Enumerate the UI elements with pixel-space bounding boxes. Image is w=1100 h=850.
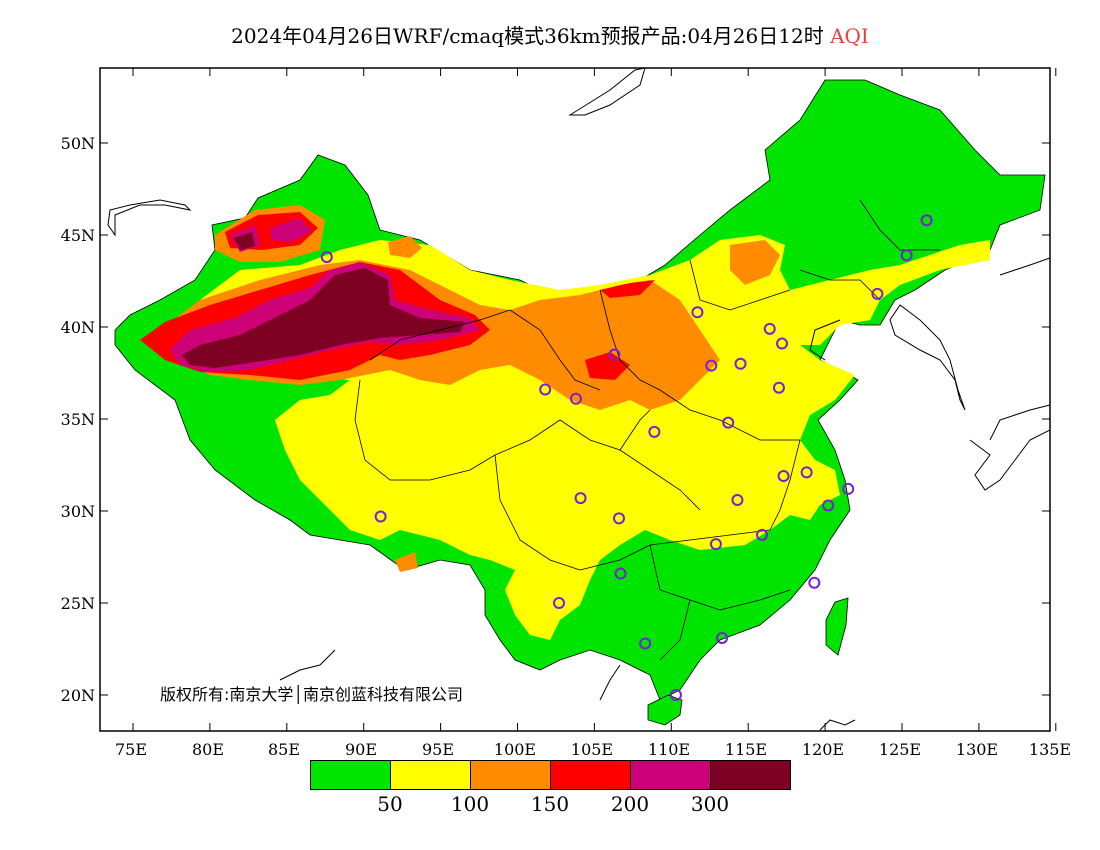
taiwan-island [825,597,849,656]
station-marker [669,689,682,701]
station-marker [639,637,652,650]
station-marker [756,528,769,541]
station-marker [800,466,813,479]
monitoring-stations [320,214,933,701]
station-marker [734,357,747,370]
map-title: 2024年04月26日WRF/cmaq模式36km预报产品:04月26日12时 … [0,20,1100,49]
lon-label-100e: 100E [493,740,537,759]
legend-swatch-1 [390,760,471,790]
station-marker [320,251,333,264]
lat-label-35n: 35N [60,410,95,429]
lon-label-125e: 125E [878,740,922,759]
station-marker [808,576,821,589]
region-unhealthy-north [600,280,655,298]
lon-label-120e: 120E [801,740,845,759]
region-hazardous-northwest [234,232,255,250]
station-marker [716,631,729,644]
station-marker [920,214,933,227]
map-frame [99,67,1051,732]
station-marker [722,416,735,429]
lat-label-50n: 50N [60,134,95,153]
station-marker [871,287,884,300]
aqi-color-legend [310,760,792,792]
station-marker [614,567,627,580]
station-marker [763,322,776,335]
region-unhealthy-sensitive-tibet [388,236,422,258]
copyright-notice: 版权所有:南京大学│南京创蓝科技有限公司 [160,685,464,704]
region-unhealthy-sensitive-south [395,552,418,572]
station-marker [709,538,722,551]
lon-label-75e: 75E [114,740,148,759]
title-variable: AQI [830,24,869,48]
hainan-island [647,694,683,726]
lon-label-115e: 115E [724,740,768,759]
title-main: 2024年04月26日WRF/cmaq模式36km预报产品:04月26日12时 [231,24,824,48]
axis-ticks [100,68,1057,731]
legend-label-200: 200 [610,792,650,816]
region-hazardous [182,268,465,368]
lon-label-85e: 85E [267,740,301,759]
province-boundaries [354,199,940,661]
station-marker [374,510,387,523]
legend-swatch-0 [310,760,391,790]
lat-label-45n: 45N [60,226,95,245]
station-marker [900,249,913,262]
lon-label-95e: 95E [421,740,455,759]
station-marker [731,493,744,506]
legend-label-150: 150 [530,792,570,816]
lat-label-40n: 40N [60,318,95,337]
legend-swatch-2 [470,760,551,790]
legend-swatch-5 [710,760,791,790]
station-marker [705,359,718,372]
legend-swatch-3 [550,760,631,790]
region-unhealthy-loess [585,352,630,380]
neighbor-coastlines [107,68,1050,731]
station-marker [842,482,855,495]
lon-label-110e: 110E [647,740,691,759]
lon-label-130e: 130E [955,740,999,759]
region-very-unhealthy-northwest-b [270,218,312,242]
station-marker [822,499,835,512]
lon-label-80e: 80E [191,740,225,759]
station-marker [691,306,704,319]
station-marker [776,337,789,350]
legend-label-50: 50 [377,792,403,816]
station-marker [574,492,587,505]
lon-label-105e: 105E [570,740,614,759]
station-marker [772,381,785,394]
lon-label-135e: 135E [1028,740,1072,759]
legend-swatch-4 [630,760,711,790]
region-unhealthy-sensitive-east [730,240,780,285]
station-marker [777,470,790,483]
lat-label-25n: 25N [60,594,95,613]
station-marker [553,597,566,609]
lat-label-20n: 20N [60,686,95,705]
station-marker [613,512,626,525]
station-marker [608,348,621,361]
lon-label-90e: 90E [344,740,378,759]
station-marker [648,425,661,438]
station-marker [539,383,552,396]
legend-label-300: 300 [690,792,730,816]
station-marker [569,392,582,405]
legend-label-100: 100 [450,792,490,816]
lat-label-30n: 30N [60,502,95,521]
